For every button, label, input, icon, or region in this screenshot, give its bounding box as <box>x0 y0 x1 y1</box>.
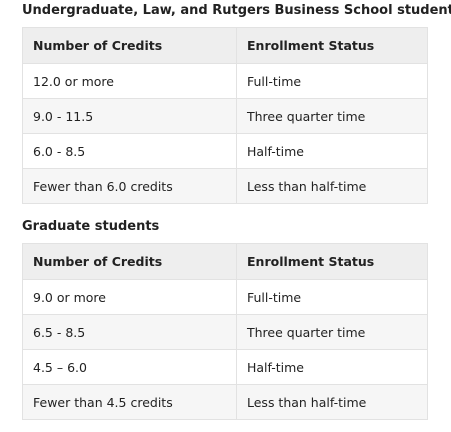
status-cell: Full-time <box>236 63 428 99</box>
column-header-status: Enrollment Status <box>236 27 428 64</box>
credits-cell: Fewer than 4.5 credits <box>22 384 237 420</box>
table-row: 9.0 or more Full-time <box>22 279 428 315</box>
table-row: 9.0 - 11.5 Three quarter time <box>22 98 428 134</box>
table-row: 4.5 – 6.0 Half-time <box>22 349 428 385</box>
graduate-section-heading: Graduate students <box>22 219 160 234</box>
status-cell: Half-time <box>236 349 428 385</box>
column-header-credits: Number of Credits <box>22 243 237 280</box>
status-cell: Three quarter time <box>236 98 428 134</box>
status-cell: Less than half-time <box>236 384 428 420</box>
table-header-row: Number of Credits Enrollment Status <box>22 243 428 280</box>
status-cell: Less than half-time <box>236 168 428 204</box>
credits-cell: 9.0 or more <box>22 279 237 315</box>
credits-cell: 4.5 – 6.0 <box>22 349 237 385</box>
credits-cell: 6.5 - 8.5 <box>22 314 237 350</box>
column-header-status: Enrollment Status <box>236 243 428 280</box>
table-row: Fewer than 6.0 credits Less than half-ti… <box>22 168 428 204</box>
table-header-row: Number of Credits Enrollment Status <box>22 27 428 64</box>
credits-cell: 12.0 or more <box>22 63 237 99</box>
graduate-enrollment-table: Number of Credits Enrollment Status 9.0 … <box>22 243 428 420</box>
credits-cell: 6.0 - 8.5 <box>22 133 237 169</box>
status-cell: Three quarter time <box>236 314 428 350</box>
table-row: 12.0 or more Full-time <box>22 63 428 99</box>
table-row: 6.5 - 8.5 Three quarter time <box>22 314 428 350</box>
table-row: 6.0 - 8.5 Half-time <box>22 133 428 169</box>
credits-cell: 9.0 - 11.5 <box>22 98 237 134</box>
status-cell: Full-time <box>236 279 428 315</box>
undergraduate-enrollment-table: Number of Credits Enrollment Status 12.0… <box>22 27 428 204</box>
status-cell: Half-time <box>236 133 428 169</box>
undergraduate-section-heading: Undergraduate, Law, and Rutgers Business… <box>22 3 451 18</box>
credits-cell: Fewer than 6.0 credits <box>22 168 237 204</box>
table-row: Fewer than 4.5 credits Less than half-ti… <box>22 384 428 420</box>
column-header-credits: Number of Credits <box>22 27 237 64</box>
